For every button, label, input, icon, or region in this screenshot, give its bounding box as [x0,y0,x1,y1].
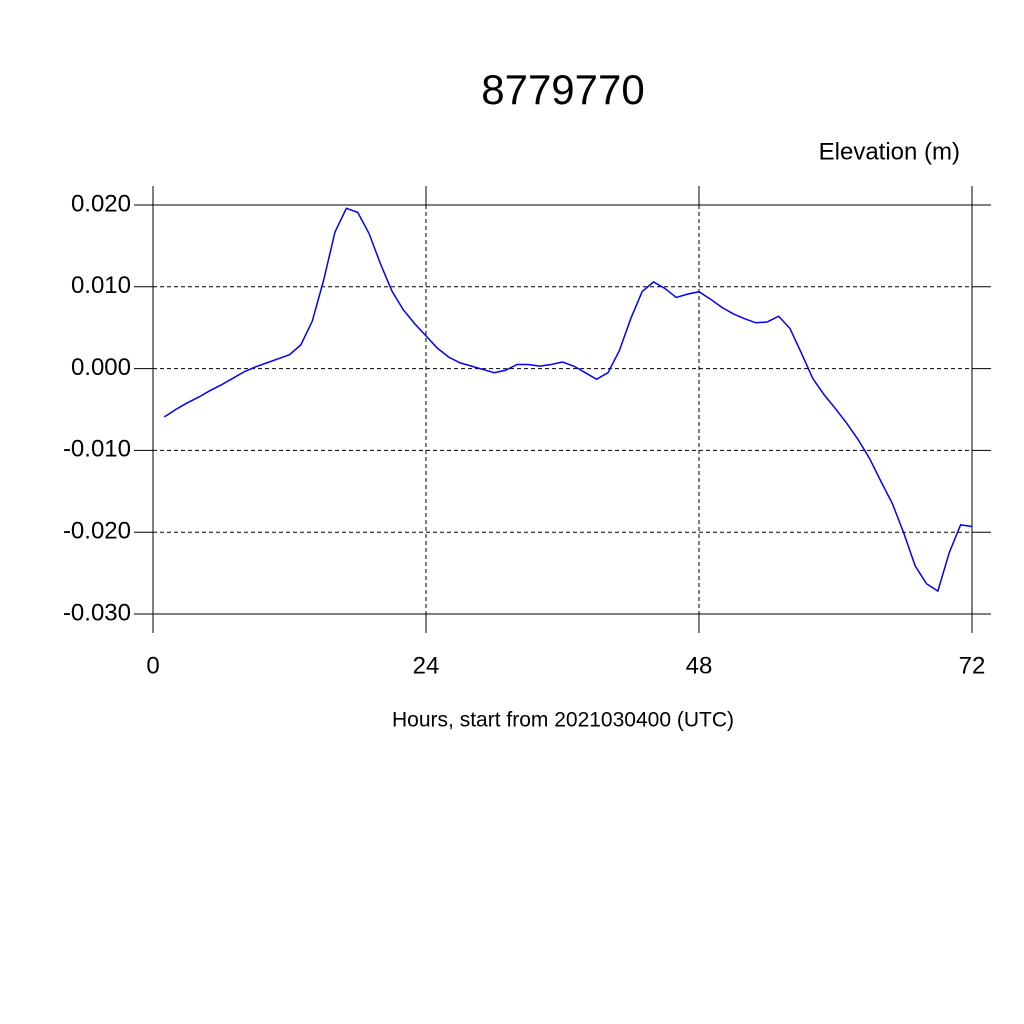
x-tick-label: 72 [959,652,986,679]
x-tick-label: 0 [146,652,159,679]
x-tick-label: 48 [686,652,713,679]
x-axis-label: Hours, start from 2021030400 (UTC) [392,709,734,732]
y-tick-label: 0.000 [71,354,131,381]
y-tick-label: -0.020 [63,518,131,545]
data-line [163,207,973,593]
y-tick-label: -0.030 [63,599,131,626]
chart-subtitle: Elevation (m) [819,138,960,165]
y-tick-label: 0.020 [71,190,131,217]
y-tick-label: -0.010 [63,436,131,463]
x-tick-label: 24 [413,652,440,679]
y-tick-label: 0.010 [71,272,131,299]
chart-title: 8779770 [481,66,645,113]
plot-frame [152,204,973,615]
